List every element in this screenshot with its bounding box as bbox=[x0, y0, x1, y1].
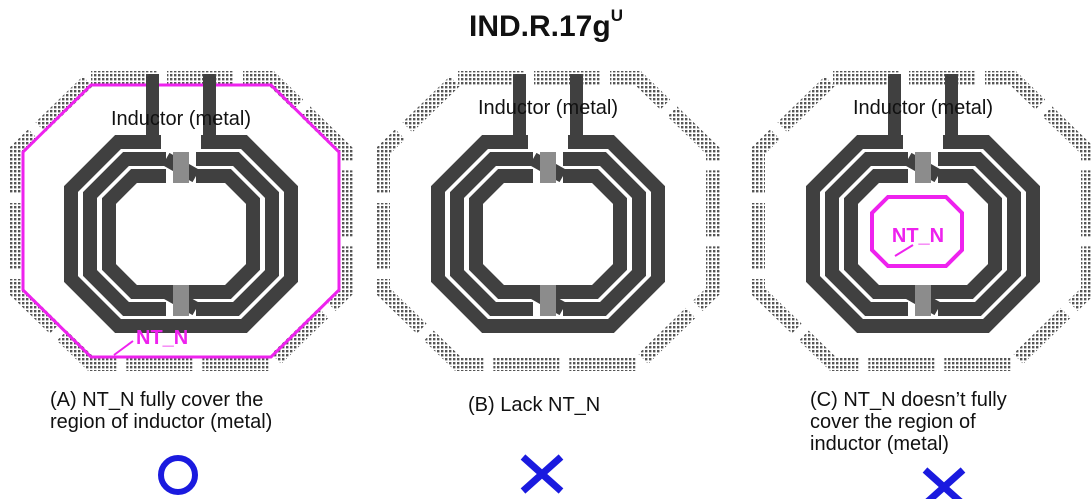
cross-icon bbox=[922, 467, 966, 499]
nt-n-label: NT_N bbox=[136, 327, 188, 349]
caption-a: (A) NT_N fully cover the region of induc… bbox=[50, 389, 273, 433]
inductor-label: Inductor (metal) bbox=[853, 97, 993, 119]
nt-n-pointer bbox=[113, 340, 134, 356]
caption-b: (B) Lack NT_N bbox=[468, 394, 601, 416]
page-title: IND.R.17gU bbox=[469, 6, 623, 43]
caption-c: (C) NT_N doesn’t fully cover the region … bbox=[810, 389, 1007, 455]
circle-icon bbox=[158, 455, 198, 495]
cross-icon bbox=[520, 454, 564, 494]
nt-n-pointer bbox=[894, 244, 914, 257]
panel-c-diagram: NT_N Inductor (metal) bbox=[748, 66, 1092, 376]
inductor-label: Inductor (metal) bbox=[111, 108, 251, 130]
nt-n-label: NT_N bbox=[892, 225, 944, 247]
panel-b-diagram: Inductor (metal) bbox=[373, 66, 723, 376]
inductor-label: Inductor (metal) bbox=[478, 97, 618, 119]
nt-n-region-outline bbox=[870, 195, 964, 268]
nt-n-region-outline bbox=[21, 83, 341, 359]
panel-a-diagram: Inductor (metal) NT_N bbox=[6, 66, 356, 376]
